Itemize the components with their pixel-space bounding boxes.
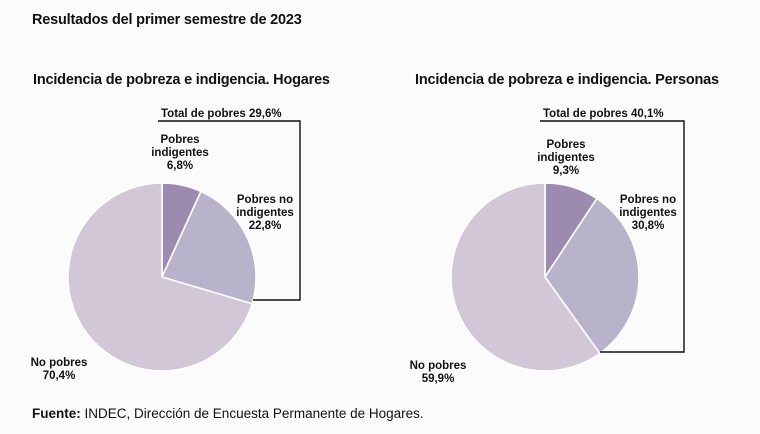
slice-label-hogares-no-indigentes: Pobres no indigentes 22,8% [236, 194, 294, 232]
page-title: Resultados del primer semestre de 2023 [32, 12, 302, 28]
pie-slice-hogares-no-pobres [67, 182, 254, 372]
source-label: Fuente: [32, 406, 81, 421]
total-bracket-personas [540, 120, 685, 353]
slice-label-personas-indigentes: Pobres indigentes 9,3% [537, 139, 595, 177]
source-text: INDEC, Dirección de Encuesta Permanente … [84, 406, 424, 421]
total-pobres-label-personas: Total de pobres 40,1% [543, 108, 664, 120]
chart-title-personas: Incidencia de pobreza e indigencia. Pers… [415, 72, 719, 88]
slice-label-hogares-no-pobres: No pobres 70,4% [31, 357, 88, 382]
slice-label-hogares-indigentes: Pobres indigentes 6,8% [151, 134, 209, 172]
pie-slice-hogares-no-indigentes [160, 190, 257, 305]
total-pobres-label-hogares: Total de pobres 29,6% [161, 108, 282, 120]
source-note: Fuente: INDEC, Dirección de Encuesta Per… [32, 406, 424, 421]
total-bracket-hogares [158, 120, 301, 301]
chart-title-hogares: Incidencia de pobreza e indigencia. Hoga… [33, 72, 330, 88]
pie-slice-personas-no-indigentes [544, 197, 640, 355]
slice-label-personas-no-indigentes: Pobres no indigentes 30,8% [619, 194, 677, 232]
pie-slice-personas-no-pobres [450, 182, 601, 372]
slice-label-personas-no-pobres: No pobres 59,9% [410, 360, 467, 385]
